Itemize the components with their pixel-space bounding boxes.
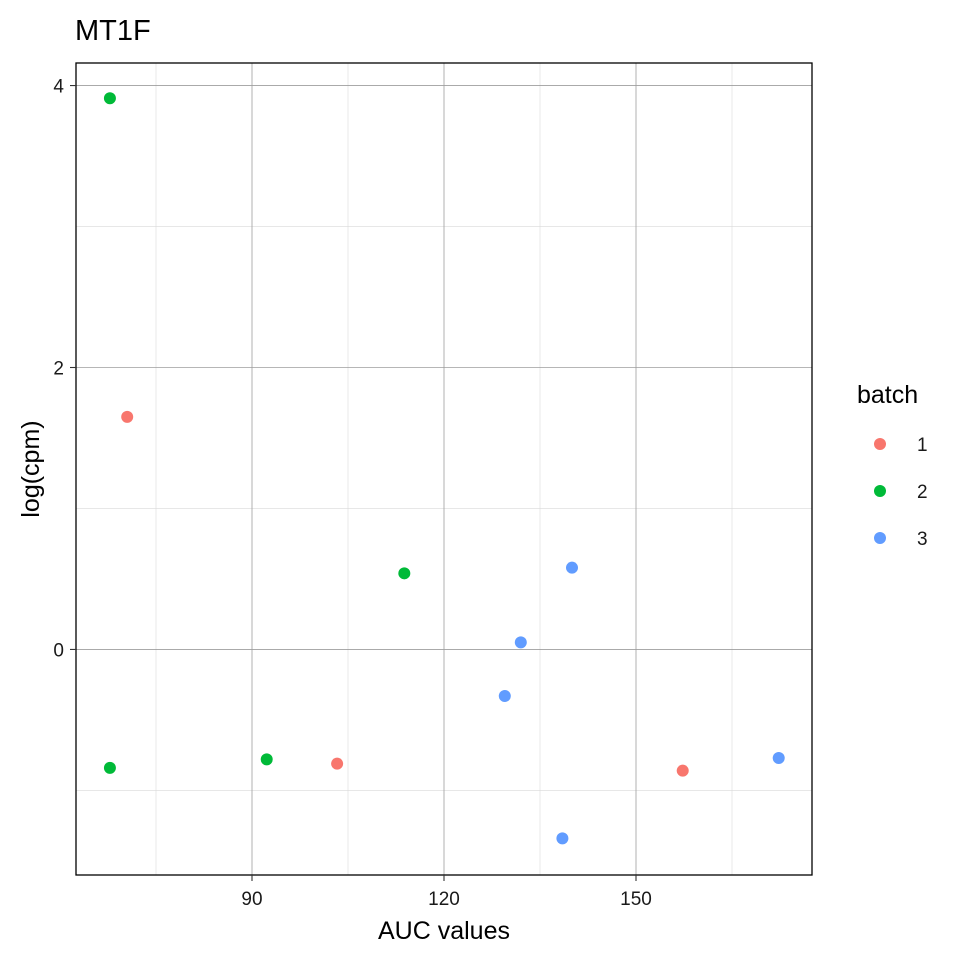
x-axis-ticks: 90 120 150 <box>241 875 652 910</box>
major-gridlines <box>76 63 812 875</box>
data-point-batch-3 <box>556 832 569 845</box>
data-point-batch-3 <box>566 561 578 574</box>
legend-title: batch <box>857 381 918 409</box>
x-tick-label: 120 <box>428 889 460 910</box>
data-point-batch-1 <box>121 410 134 423</box>
data-point-batch-2 <box>103 761 116 774</box>
data-point-batch-1 <box>676 764 689 777</box>
legend-label: 3 <box>917 529 928 550</box>
legend-key-2 <box>874 485 886 497</box>
data-point-batch-2 <box>398 567 411 580</box>
legend-key-3 <box>874 532 886 544</box>
x-tick-label: 150 <box>620 889 652 910</box>
y-tick-label: 2 <box>53 359 64 380</box>
x-tick-label: 90 <box>241 889 262 910</box>
y-tick-label: 4 <box>53 77 64 98</box>
data-point-batch-2 <box>260 753 273 766</box>
data-point-batch-3 <box>772 751 785 764</box>
legend: batch 1 2 3 <box>857 381 928 550</box>
data-points <box>103 92 785 845</box>
legend-key-1 <box>874 438 886 450</box>
data-point-batch-2 <box>103 92 116 105</box>
data-point-batch-3 <box>498 689 511 702</box>
data-point-batch-3 <box>514 636 527 649</box>
y-tick-label: 0 <box>53 640 64 661</box>
x-axis-title: AUC values <box>378 917 510 945</box>
chart-title: MT1F <box>75 15 151 47</box>
y-axis-ticks: 0 2 4 <box>53 77 76 661</box>
legend-label: 2 <box>917 482 928 503</box>
data-point-batch-1 <box>331 757 344 770</box>
y-axis-title: log(cpm) <box>17 420 45 517</box>
legend-label: 1 <box>917 435 928 456</box>
